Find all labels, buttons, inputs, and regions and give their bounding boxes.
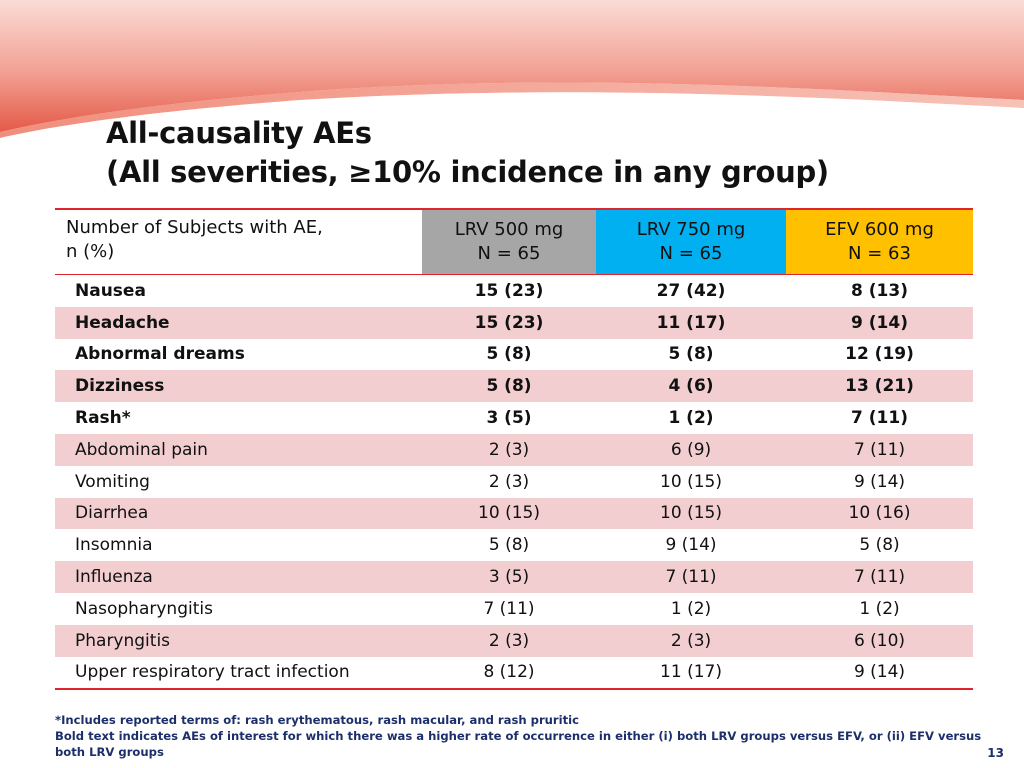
row-value: 15 (23) bbox=[422, 306, 596, 339]
table-row: Influenza 3 (5) 7 (11) 7 (11) bbox=[55, 561, 973, 593]
group-n: N = 65 bbox=[659, 243, 723, 264]
row-value: 15 (23) bbox=[474, 280, 544, 301]
table-header-row: Number of Subjects with AE, n (%) LRV 50… bbox=[55, 209, 973, 275]
row-value: 2 (3) bbox=[488, 471, 530, 492]
row-value: 3 (5) bbox=[422, 561, 596, 593]
header-label-line-2: n (%) bbox=[66, 241, 115, 262]
row-label: Abnormal dreams bbox=[75, 344, 245, 365]
group-name: LRV 500 mg bbox=[454, 219, 564, 240]
row-value: 5 (8) bbox=[859, 535, 900, 556]
table-body: Nausea 15 (23) 27 (42) 8 (13) Headache 15 (23… bbox=[55, 275, 973, 690]
row-label: Diarrhea bbox=[55, 497, 422, 530]
row-value: 2 (3) bbox=[422, 433, 596, 466]
row-label: Rash* bbox=[75, 408, 131, 429]
row-value: 11 (17) bbox=[596, 306, 786, 339]
row-label: Influenza bbox=[55, 561, 422, 593]
row-value: 10 (15) bbox=[422, 497, 596, 530]
header-label-line-1: Number of Subjects with AE, bbox=[66, 217, 323, 238]
row-value: 7 (11) bbox=[786, 561, 973, 593]
row-label: Dizziness bbox=[55, 370, 422, 403]
row-value: 12 (19) bbox=[845, 344, 914, 365]
row-label: Nasopharyngitis bbox=[75, 598, 213, 619]
page-number: 13 bbox=[987, 746, 1004, 760]
table-row: Abdominal pain 2 (3) 6 (9) 7 (11) bbox=[55, 433, 973, 466]
row-label: Abdominal pain bbox=[55, 433, 422, 466]
group-n: N = 65 bbox=[477, 243, 541, 264]
row-value: 8 (12) bbox=[483, 662, 535, 683]
row-label: Vomiting bbox=[75, 471, 150, 492]
table-row: Upper respiratory tract infection 8 (12) 1… bbox=[55, 657, 973, 690]
row-label: Upper respiratory tract infection bbox=[75, 662, 350, 683]
row-value: 5 (8) bbox=[488, 535, 530, 556]
row-value: 2 (3) bbox=[422, 624, 596, 657]
row-value: 5 (8) bbox=[486, 344, 532, 365]
row-value: 5 (8) bbox=[668, 344, 714, 365]
header-label-cell: Number of Subjects with AE, n (%) bbox=[55, 209, 422, 275]
row-label: Pharyngitis bbox=[55, 624, 422, 657]
row-value: 13 (21) bbox=[786, 370, 973, 403]
footnotes: *Includes reported terms of: rash erythe… bbox=[55, 712, 1005, 760]
title-line-1: All-causality AEs bbox=[106, 116, 372, 150]
row-value: 9 (14) bbox=[786, 306, 973, 339]
row-value: 1 (2) bbox=[670, 598, 712, 619]
row-label: Nausea bbox=[75, 280, 146, 301]
table-row: Insomnia 5 (8) 9 (14) 5 (8) bbox=[55, 529, 973, 561]
header-lrv-500: LRV 500 mg N = 65 bbox=[422, 209, 596, 275]
table-row: Pharyngitis 2 (3) 2 (3) 6 (10) bbox=[55, 624, 973, 657]
row-value: 11 (17) bbox=[660, 662, 722, 683]
row-value: 8 (13) bbox=[851, 280, 908, 301]
row-value: 10 (15) bbox=[660, 471, 722, 492]
row-value: 4 (6) bbox=[596, 370, 786, 403]
adverse-events-table: Number of Subjects with AE, n (%) LRV 50… bbox=[55, 208, 973, 691]
slide-title: All-causality AEs (All severities, ≥10% … bbox=[106, 114, 829, 192]
row-value: 1 (2) bbox=[668, 408, 714, 429]
row-value: 9 (14) bbox=[665, 535, 717, 556]
table-row: Vomiting 2 (3) 10 (15) 9 (14) bbox=[55, 466, 973, 498]
row-value: 1 (2) bbox=[859, 598, 900, 619]
row-value: 9 (14) bbox=[853, 662, 906, 683]
header-lrv-750: LRV 750 mg N = 65 bbox=[596, 209, 786, 275]
row-value: 7 (11) bbox=[851, 408, 908, 429]
row-value: 27 (42) bbox=[656, 280, 726, 301]
table-row: Nasopharyngitis 7 (11) 1 (2) 1 (2) bbox=[55, 593, 973, 625]
row-value: 6 (9) bbox=[596, 433, 786, 466]
row-label: Headache bbox=[55, 306, 422, 339]
row-value: 10 (16) bbox=[786, 497, 973, 530]
table-row: Rash* 3 (5) 1 (2) 7 (11) bbox=[55, 402, 973, 434]
table-row: Nausea 15 (23) 27 (42) 8 (13) bbox=[55, 275, 973, 307]
row-value: 3 (5) bbox=[486, 408, 532, 429]
header-efv-600: EFV 600 mg N = 63 bbox=[786, 209, 973, 275]
row-value: 6 (10) bbox=[786, 624, 973, 657]
row-label: Insomnia bbox=[75, 535, 153, 556]
row-value: 7 (11) bbox=[483, 598, 535, 619]
title-line-2: (All severities, ≥10% incidence in any g… bbox=[106, 155, 829, 189]
row-value: 7 (11) bbox=[786, 433, 973, 466]
table-row: Dizziness 5 (8) 4 (6) 13 (21) bbox=[55, 370, 973, 403]
row-value: 7 (11) bbox=[596, 561, 786, 593]
row-value: 2 (3) bbox=[596, 624, 786, 657]
table-row: Abnormal dreams 5 (8) 5 (8) 12 (19) bbox=[55, 339, 973, 371]
footnote-bold: Bold text indicates AEs of interest for … bbox=[55, 729, 982, 759]
table-row: Diarrhea 10 (15) 10 (15) 10 (16) bbox=[55, 497, 973, 530]
header-banner bbox=[0, 0, 1024, 140]
row-value: 5 (8) bbox=[422, 370, 596, 403]
group-n: N = 63 bbox=[848, 243, 911, 264]
table-row: Headache 15 (23) 11 (17) 9 (14) bbox=[55, 306, 973, 339]
footnote-rash: *Includes reported terms of: rash erythe… bbox=[55, 713, 579, 727]
row-value: 10 (15) bbox=[596, 497, 786, 530]
group-name: EFV 600 mg bbox=[825, 219, 934, 240]
group-name: LRV 750 mg bbox=[636, 219, 746, 240]
row-value: 9 (14) bbox=[853, 471, 906, 492]
